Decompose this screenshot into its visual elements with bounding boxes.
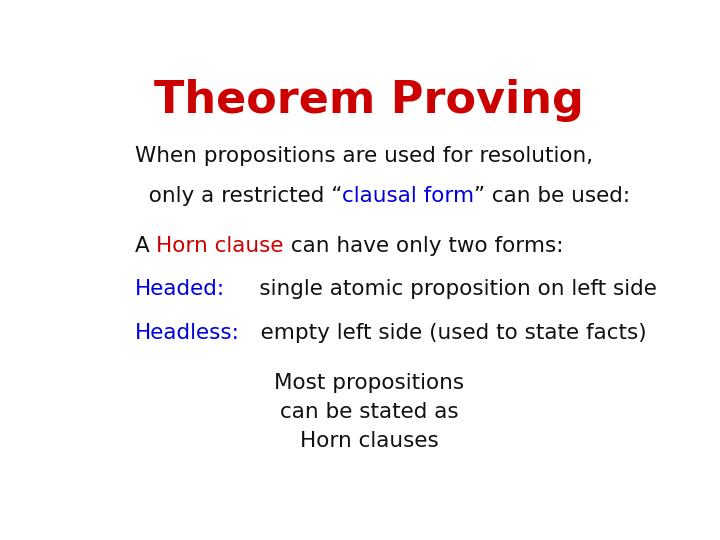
Text: can be stated as: can be stated as xyxy=(279,402,459,422)
Text: Most propositions: Most propositions xyxy=(274,373,464,393)
Text: A: A xyxy=(135,235,156,255)
Text: Theorem Proving: Theorem Proving xyxy=(154,79,584,122)
Text: When propositions are used for resolution,: When propositions are used for resolutio… xyxy=(135,146,593,166)
Text: clausal form: clausal form xyxy=(342,186,474,206)
Text: only a restricted “: only a restricted “ xyxy=(135,186,342,206)
Text: empty left side (used to state facts): empty left side (used to state facts) xyxy=(240,323,646,343)
Text: Horn clauses: Horn clauses xyxy=(300,431,438,451)
Text: single atomic proposition on left side: single atomic proposition on left side xyxy=(225,279,657,299)
Text: Headed:: Headed: xyxy=(135,279,225,299)
Text: ” can be used:: ” can be used: xyxy=(474,186,630,206)
Text: Headless:: Headless: xyxy=(135,323,240,343)
Text: Horn clause: Horn clause xyxy=(156,235,284,255)
Text: can have only two forms:: can have only two forms: xyxy=(284,235,563,255)
